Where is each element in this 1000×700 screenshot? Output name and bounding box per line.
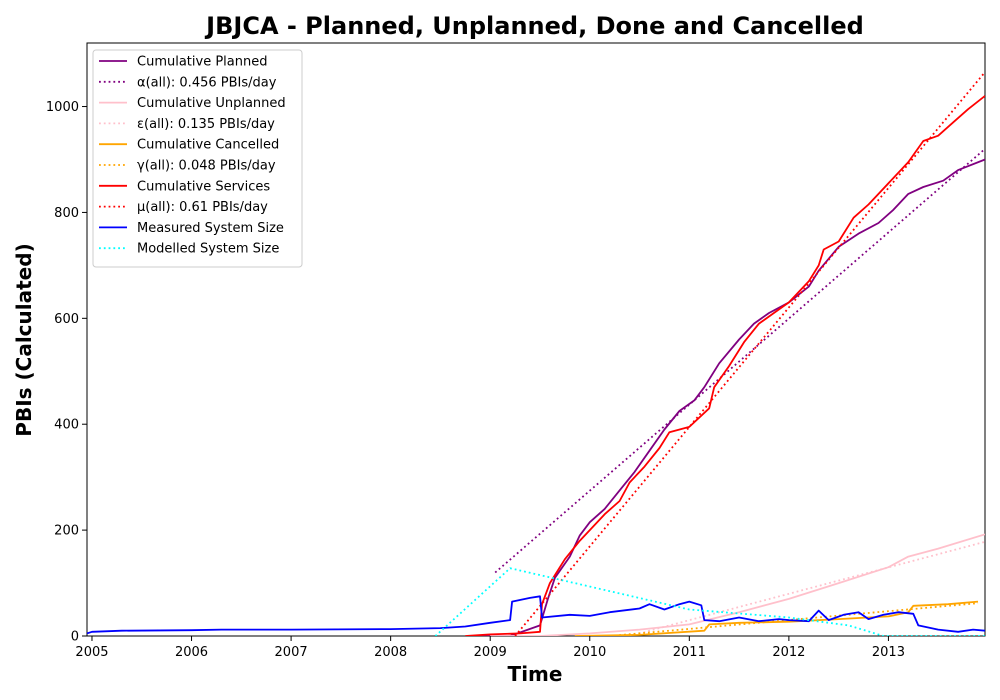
legend-label: Measured System Size [137,221,284,236]
legend-label: Cumulative Planned [137,55,267,70]
series-line-10 [434,567,985,636]
y-tick-label: 0 [71,630,79,645]
x-tick-label: 2007 [275,645,308,660]
chart-title: JBJCA - Planned, Unplanned, Done and Can… [204,12,864,40]
legend-label: γ(all): 0.048 PBIs/day [137,159,276,174]
legend-label: Cumulative Cancelled [137,138,279,153]
x-tick-label: 2006 [175,645,208,660]
series-line-7 [465,95,985,636]
legend: Cumulative Planned α(all): 0.456 PBIs/day… [92,49,303,268]
x-tick-label: 2008 [374,645,407,660]
legend-label: Modelled System Size [137,242,279,257]
x-tick-label: 2013 [872,645,905,660]
series-line-4 [629,540,985,636]
series-line-9 [87,595,985,635]
legend-label: μ(all): 0.61 PBIs/day [137,200,268,215]
legend-label: Cumulative Unplanned [137,96,286,111]
y-tick-label: 600 [54,312,79,327]
x-tick-label: 2011 [673,645,706,660]
y-tick-label: 200 [54,524,79,539]
x-axis-label: Time [508,662,563,686]
legend-box [92,49,303,268]
series-layer [87,71,985,636]
series-line-6 [609,602,979,636]
y-axis-label: PBIs (Calculated) [12,243,36,436]
x-tick-label: 2012 [772,645,805,660]
x-tick-label: 2009 [474,645,507,660]
x-axis: 2005 2006 2007 2008 2009 2010 2011 2012 2013 [75,636,905,660]
y-tick-label: 400 [54,418,79,433]
x-tick-label: 2005 [75,645,108,660]
y-axis: 0 200 400 600 800 1000 [46,100,87,645]
y-tick-label: 1000 [46,100,79,115]
series-line-3 [490,533,985,636]
x-tick-label: 2010 [573,645,606,660]
legend-label: Cumulative Services [137,179,270,194]
legend-label: ε(all): 0.135 PBIs/day [137,117,275,132]
series-line-1 [470,158,985,636]
y-tick-label: 800 [54,206,79,221]
legend-label: α(all): 0.456 PBIs/day [137,75,277,90]
